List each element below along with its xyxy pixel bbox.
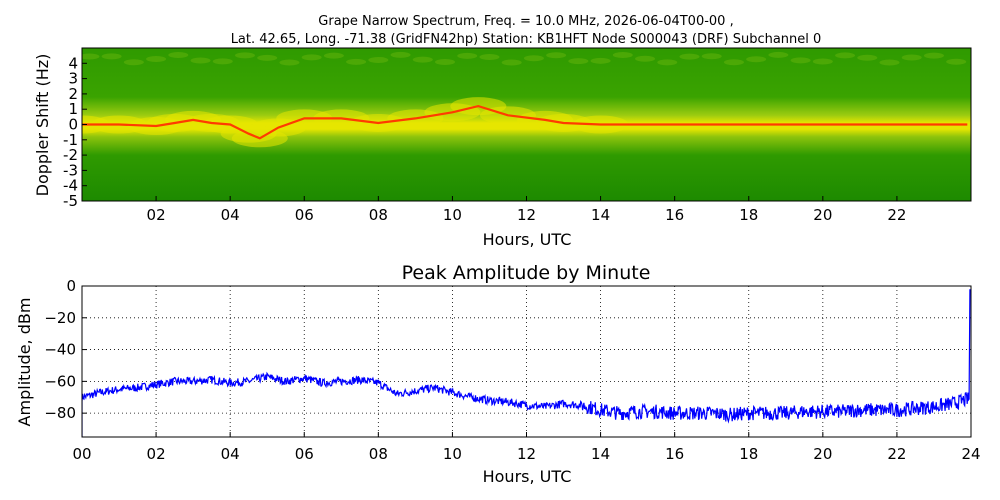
spectrum-x-tick-label: 18: [739, 206, 758, 224]
spectrogram-noise-speckle: [568, 58, 589, 65]
spectrogram-noise-speckle: [523, 55, 544, 62]
amplitude-x-tick-label: 20: [813, 445, 832, 463]
amplitude-x-tick-label: 00: [72, 445, 91, 463]
amplitude-y-tick-label: −60: [44, 372, 76, 390]
spectrogram-noise-speckle: [257, 54, 278, 61]
spectrogram-noise-speckle: [279, 59, 300, 66]
spectrogram-noise-speckle: [390, 51, 411, 58]
spectrogram-noise-speckle: [768, 51, 789, 58]
spectrogram-noise-speckle: [234, 52, 255, 59]
spectrum-x-tick-label: 02: [147, 206, 166, 224]
spectrogram-noise-speckle: [746, 56, 767, 63]
spectrogram-noise-speckle: [123, 59, 144, 66]
amplitude-y-axis-label: Amplitude, dBm: [15, 298, 34, 427]
spectrogram-noise-speckle: [701, 53, 722, 60]
spectrogram-noise-speckle: [879, 59, 900, 66]
spectrum-x-tick-label: 22: [887, 206, 906, 224]
spectrogram-noise-speckle: [946, 58, 967, 65]
spectrum-x-tick-label: 06: [295, 206, 314, 224]
spectrogram-noise-speckle: [612, 52, 633, 59]
amplitude-y-tick-label: 0: [66, 277, 76, 295]
amplitude-y-tick-label: −20: [44, 309, 76, 327]
amplitude-x-tick-label: 08: [369, 445, 388, 463]
spectrogram-noise-speckle: [346, 58, 367, 65]
spectrum-y-tick-label: -1: [63, 131, 78, 149]
spectrum-x-tick-label: 16: [665, 206, 684, 224]
spectrum-y-tick-label: -2: [63, 146, 78, 164]
spectrogram-noise-speckle: [301, 54, 322, 61]
spectrum-y-tick-label: -3: [63, 161, 78, 179]
spectrogram-noise-speckle: [835, 52, 856, 59]
spectrum-y-tick-label: -5: [63, 192, 78, 210]
amplitude-x-tick-label: 10: [443, 445, 462, 463]
amplitude-grid: [82, 286, 971, 437]
spectrum-title-line2: Lat. 42.65, Long. -71.38 (GridFN42hp) St…: [231, 32, 822, 47]
amplitude-x-tick-label: 04: [221, 445, 240, 463]
spectrogram-noise-speckle: [168, 51, 189, 58]
spectrogram-noise-speckle: [457, 52, 478, 59]
spectrogram-noise-speckle: [501, 59, 522, 66]
spectrogram-noise-speckle: [101, 53, 122, 60]
spectrum-y-tick-label: -4: [63, 177, 78, 195]
spectrogram-noise-speckle: [657, 59, 678, 66]
amplitude-x-ticks: 00 02 04 06 08 10 12 14 16 18 20 22 24: [72, 432, 981, 463]
spectrogram-noise-speckle: [635, 55, 656, 62]
spectrum-x-tick-label: 04: [221, 206, 240, 224]
spectrum-x-ticks: 02 04 06 08 10 12 14 16 18 20 22: [147, 196, 906, 224]
amplitude-series-line: [82, 289, 971, 437]
amplitude-x-tick-label: 24: [961, 445, 980, 463]
spectrogram-noise-speckle: [923, 52, 944, 59]
spectrum-title-line1: Grape Narrow Spectrum, Freq. = 10.0 MHz,…: [318, 14, 733, 29]
spectrogram-noise-speckle: [812, 58, 833, 65]
spectrogram-noise-speckle: [857, 54, 878, 61]
spectrogram-noise-speckle: [412, 56, 433, 63]
spectrogram-noise-speckle: [212, 58, 233, 65]
spectrum-y-tick-label: 2: [68, 85, 78, 103]
amplitude-y-tick-label: −40: [44, 341, 76, 359]
spectrum-x-tick-label: 10: [443, 206, 462, 224]
spectrogram-blobs: [82, 51, 967, 148]
spectrum-x-tick-label: 08: [369, 206, 388, 224]
amplitude-x-tick-label: 14: [591, 445, 610, 463]
spectrum-x-tick-label: 14: [591, 206, 610, 224]
spectrum-y-tick-label: 1: [68, 100, 78, 118]
amplitude-x-axis-label: Hours, UTC: [483, 467, 572, 486]
amplitude-title: Peak Amplitude by Minute: [402, 262, 651, 284]
amplitude-x-tick-label: 06: [295, 445, 314, 463]
spectrogram-noise-speckle: [901, 54, 922, 61]
spectrum-y-tick-label: 0: [68, 116, 78, 134]
spectrogram-noise-speckle: [190, 57, 211, 64]
doppler-trace: [82, 104, 968, 140]
amplitude-x-tick-label: 02: [147, 445, 166, 463]
spectrogram-noise-speckle: [790, 57, 811, 64]
spectrogram-noise-speckle: [146, 56, 167, 63]
spectrogram-noise-speckle: [435, 59, 456, 66]
spectrogram-noise-speckle: [323, 52, 344, 59]
spectrogram-noise-speckle: [723, 59, 744, 66]
amplitude-x-tick-label: 12: [517, 445, 536, 463]
amplitude-y-tick-label: −80: [44, 404, 76, 422]
spectrogram-noise-speckle: [679, 53, 700, 60]
spectrogram-noise-speckle: [590, 57, 611, 64]
spectrogram-noise-speckle: [479, 54, 500, 61]
spectrum-y-tick-label: 3: [68, 70, 78, 88]
spectrogram-noise-speckle: [546, 52, 567, 59]
amplitude-y-ticks: 0 −20 −40 −60 −80: [44, 277, 87, 422]
spectrum-x-tick-label: 12: [517, 206, 536, 224]
amplitude-x-tick-label: 22: [887, 445, 906, 463]
amplitude-x-tick-label: 16: [665, 445, 684, 463]
spectrum-x-tick-label: 20: [813, 206, 832, 224]
spectrogram-noise-speckle: [368, 56, 389, 63]
spectrum-y-tick-label: 4: [68, 54, 78, 72]
spectrum-x-axis-label: Hours, UTC: [483, 230, 572, 249]
spectrogram-noise-speckle: [82, 53, 100, 60]
spectrum-y-axis-label: Doppler Shift (Hz): [33, 54, 52, 197]
amplitude-x-tick-label: 18: [739, 445, 758, 463]
